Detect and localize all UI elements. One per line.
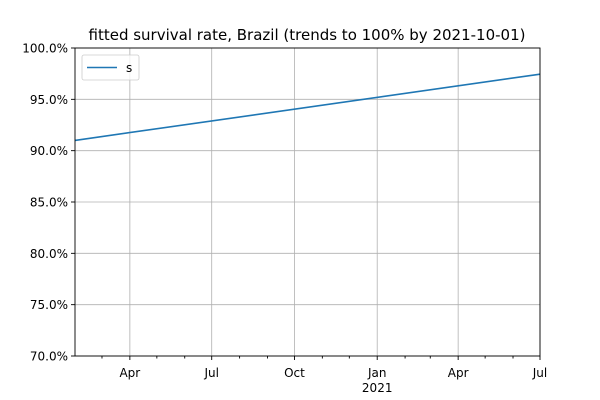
grid — [75, 47, 541, 357]
x-tick-label: Oct — [284, 366, 305, 380]
y-tick-label: 70.0% — [30, 350, 68, 364]
legend: s — [81, 54, 140, 81]
x-tick-label: Apr — [119, 366, 140, 380]
y-tick-label: 95.0% — [30, 93, 68, 107]
series-layer — [74, 73, 541, 142]
x-tick-label: Jan — [367, 366, 387, 380]
x-tick-label: Apr — [448, 366, 469, 380]
chart-title: fitted survival rate, Brazil (trends to … — [89, 26, 526, 44]
y-tick-label: 85.0% — [30, 196, 68, 210]
x-tick-label: Jul — [532, 366, 547, 380]
y-tick-label: 90.0% — [30, 144, 68, 158]
y-tick-label: 80.0% — [30, 247, 68, 261]
x-tick-sublabel: 2021 — [362, 381, 393, 395]
axis-ticks: 70.0% 75.0% 80.0% 85.0% 90.0% 95.0% 100.0% Apr J… — [22, 42, 547, 396]
x-tick-label: Jul — [203, 366, 218, 380]
y-tick-label: 100.0% — [22, 42, 68, 56]
legend-label-s: s — [126, 61, 132, 75]
y-tick-label: 75.0% — [30, 298, 68, 312]
series-line-s — [74, 73, 541, 142]
